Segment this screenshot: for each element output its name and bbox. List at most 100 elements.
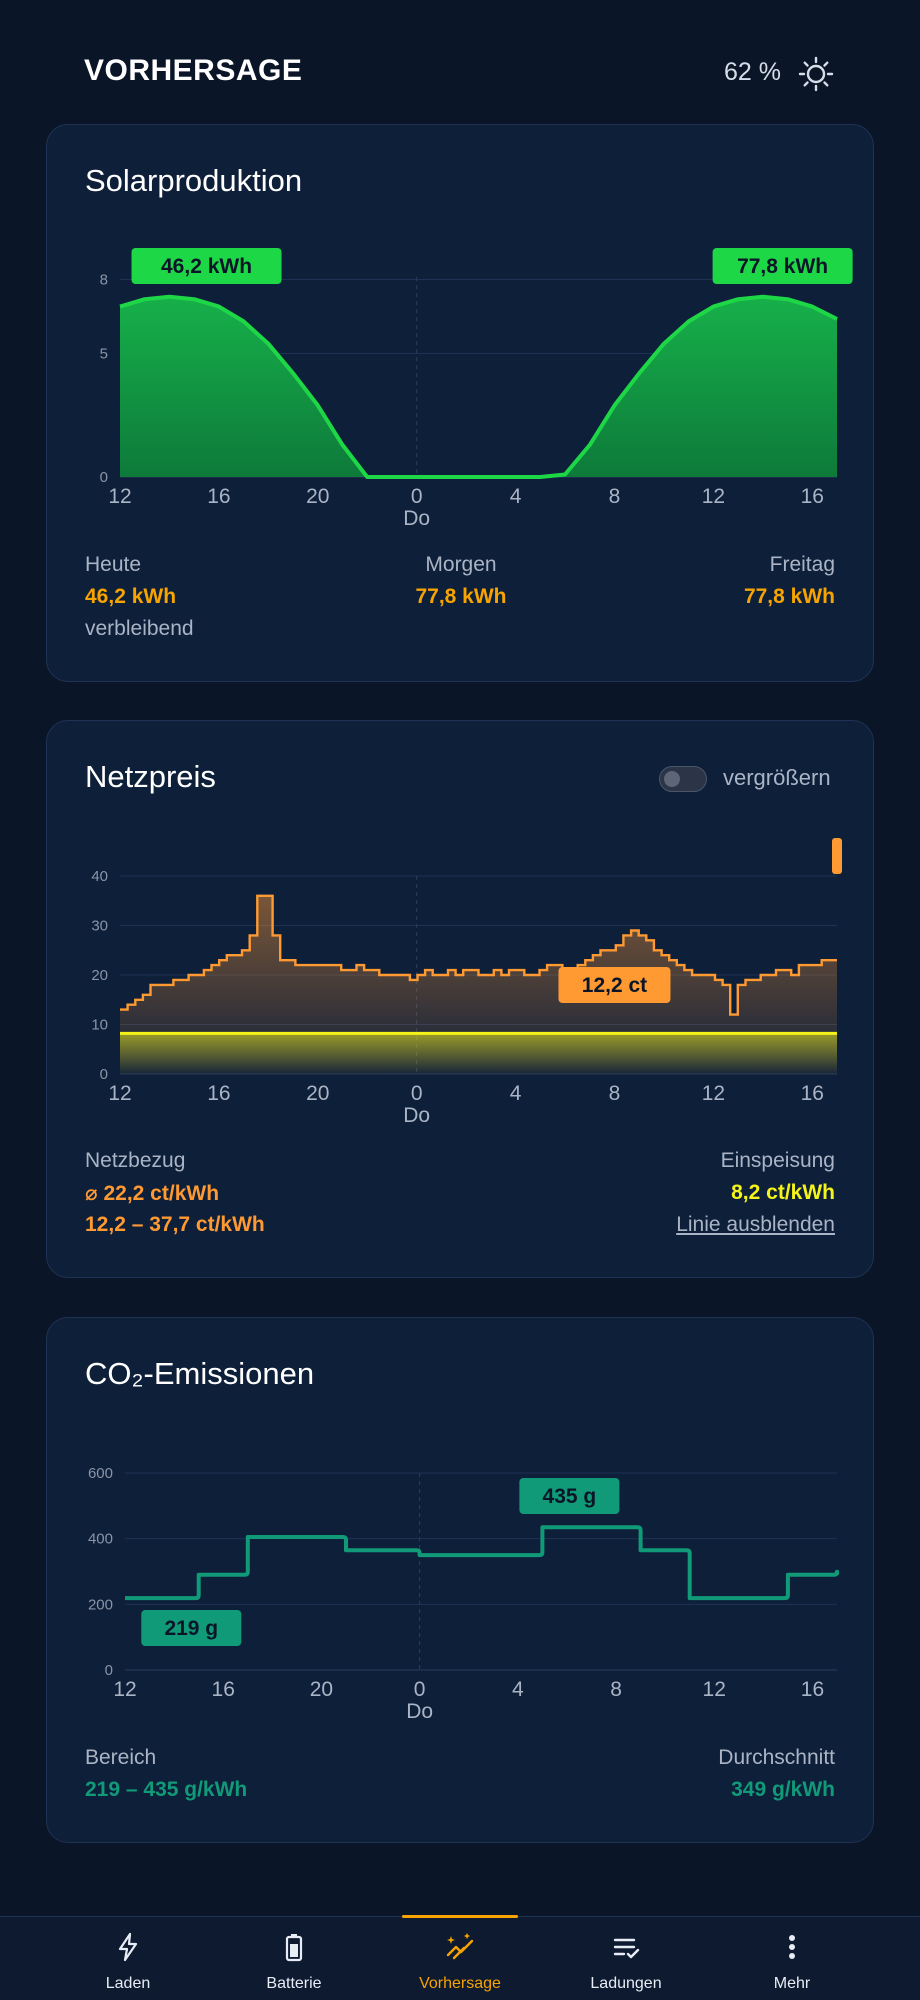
- x-tick-label: 20: [310, 1678, 333, 1701]
- bottom-nav: Laden Batterie Vorhersage Ladungen Mehr: [0, 1915, 920, 2000]
- co2-avg-value: 349 g/kWh: [731, 1778, 835, 1801]
- solar-friday-value: 77,8 kWh: [743, 585, 835, 608]
- y-tick-label: 30: [91, 918, 108, 935]
- y-tick-label: 10: [91, 1017, 108, 1034]
- feedin-area: [120, 1033, 837, 1074]
- solar-friday-label: Freitag: [769, 553, 835, 576]
- nav-label: Batterie: [266, 1975, 322, 1992]
- solar-peak-label-today: 46,2 kWh: [161, 255, 252, 278]
- co2-title: CO₂-Emissionen: [85, 1356, 315, 1391]
- price-max-label-edge: [832, 838, 842, 874]
- y-tick-label: 8: [100, 271, 108, 288]
- solar-tomorrow-value: 77,8 kWh: [415, 585, 507, 608]
- solar-today-sub: verbleibend: [85, 617, 194, 640]
- x-tick-label: 16: [212, 1678, 235, 1701]
- co2-max-label-bg: [519, 1478, 620, 1514]
- x-tick-label: 16: [207, 1082, 230, 1105]
- more-vertical-icon: [789, 1935, 795, 1959]
- price-line: [120, 894, 837, 1016]
- co2-min-label: 219 g: [164, 1617, 218, 1640]
- x-tick-label: 4: [510, 1082, 522, 1105]
- x-tick-label: 16: [207, 485, 230, 508]
- zoom-toggle[interactable]: [659, 766, 707, 792]
- solar-today-label: Heute: [85, 553, 142, 576]
- solar-title: Solarproduktion: [85, 163, 303, 198]
- x-day-label: Do: [403, 1104, 430, 1127]
- co2-range-label: Bereich: [85, 1746, 157, 1769]
- nav-vorhersage[interactable]: Vorhersage: [377, 1917, 543, 2000]
- active-tab-indicator: [402, 1915, 518, 1918]
- co2-avg-label: Durchschnitt: [718, 1746, 835, 1769]
- price-min-label: 12,2 ct: [582, 974, 647, 997]
- y-tick-label: 5: [100, 346, 108, 363]
- x-tick-label: 4: [512, 1678, 524, 1701]
- solar-peak-label-today-bg: [131, 248, 282, 284]
- price-min-label-bg: [558, 967, 671, 1003]
- solar-tomorrow-label: Morgen: [425, 553, 497, 576]
- co2-line: [124, 1525, 839, 1601]
- co2-card: CO₂-Emissionen 0 200 400 600 12 16 20 0 4 8 12 16 Do…: [46, 1317, 874, 1843]
- x-tick-label: 12: [702, 485, 725, 508]
- x-tick-label: 8: [609, 1082, 621, 1105]
- toggle-knob: [664, 771, 680, 787]
- x-tick-label: 0: [411, 1082, 423, 1105]
- battery-icon: [285, 1934, 303, 1962]
- nav-label: Laden: [105, 1975, 151, 1992]
- y-tick-label: 20: [91, 967, 108, 984]
- price-title: Netzpreis: [85, 759, 216, 794]
- x-tick-label: 12: [703, 1678, 726, 1701]
- nav-batterie[interactable]: Batterie: [211, 1917, 377, 2000]
- y-tick-label: 400: [88, 1531, 113, 1548]
- x-tick-label: 16: [801, 1678, 824, 1701]
- solar-card: Solarproduktion 0 5 8 12 16 20 0 4 8 12 16 Do 46,2 k…: [46, 124, 874, 682]
- nav-ladungen[interactable]: Ladungen: [543, 1917, 709, 2000]
- list-check-icon: [613, 1938, 640, 1959]
- feedin-label: Einspeisung: [720, 1149, 835, 1172]
- zoom-toggle-label[interactable]: vergrößern: [723, 765, 831, 790]
- x-tick-label: 20: [306, 485, 329, 508]
- co2-min-label-bg: [141, 1610, 242, 1646]
- feedin-value: 8,2 ct/kWh: [731, 1181, 835, 1204]
- sun-gear-icon[interactable]: [798, 56, 834, 92]
- x-tick-label: 12: [702, 1082, 725, 1105]
- price-card: Netzpreis vergrößern 0 10 20 30 40 12 16 20 0 4 8 1…: [46, 720, 874, 1278]
- y-tick-label: 0: [100, 1066, 108, 1083]
- price-chart: 0 10 20 30 40 12 16 20 0 4 8 12 16 Do 12,2 ct: [91, 838, 842, 1127]
- x-tick-label: 8: [609, 485, 621, 508]
- solar-chart: 0 5 8 12 16 20 0 4 8 12 16 Do 46,2 kWh 77,8 kWh: [100, 248, 853, 530]
- lightning-icon: [118, 1932, 138, 1962]
- nav-label: Ladungen: [590, 1975, 662, 1992]
- x-tick-label: 16: [801, 1082, 824, 1105]
- x-day-label: Do: [403, 507, 430, 530]
- x-tick-label: 12: [108, 485, 131, 508]
- x-tick-label: 0: [414, 1678, 426, 1701]
- nav-label: Vorhersage: [419, 1975, 501, 1992]
- x-tick-label: 20: [306, 1082, 329, 1105]
- x-tick-label: 4: [510, 485, 522, 508]
- nav-laden[interactable]: Laden: [45, 1917, 211, 2000]
- app-header: VORHERSAGE 62 %: [0, 0, 920, 124]
- y-tick-label: 200: [88, 1596, 113, 1613]
- solar-line: [119, 294, 838, 479]
- y-tick-label: 40: [91, 868, 108, 885]
- x-tick-label: 8: [610, 1678, 622, 1701]
- x-tick-label: 16: [801, 485, 824, 508]
- co2-max-label: 435 g: [543, 1485, 597, 1508]
- nav-label: Mehr: [773, 1975, 811, 1992]
- y-tick-label: 0: [100, 469, 108, 486]
- x-day-label: Do: [406, 1700, 433, 1723]
- y-tick-label: 600: [88, 1465, 113, 1482]
- nav-mehr[interactable]: Mehr: [709, 1917, 875, 2000]
- x-tick-label: 0: [411, 485, 423, 508]
- hide-line-link[interactable]: Linie ausblenden: [676, 1213, 835, 1236]
- solar-today-value: 46,2 kWh: [85, 585, 177, 608]
- solar-peak-label-tomorrow: 77,8 kWh: [737, 255, 828, 278]
- x-tick-label: 12: [113, 1678, 136, 1701]
- page-title: VORHERSAGE: [84, 54, 303, 87]
- x-tick-label: 12: [108, 1082, 131, 1105]
- co2-range-value: 219 – 435 g/kWh: [85, 1778, 248, 1801]
- grid-avg: ⌀ 22,2 ct/kWh: [85, 1182, 220, 1205]
- forecast-sparkle-icon: [446, 1933, 474, 1960]
- y-tick-label: 0: [105, 1662, 113, 1679]
